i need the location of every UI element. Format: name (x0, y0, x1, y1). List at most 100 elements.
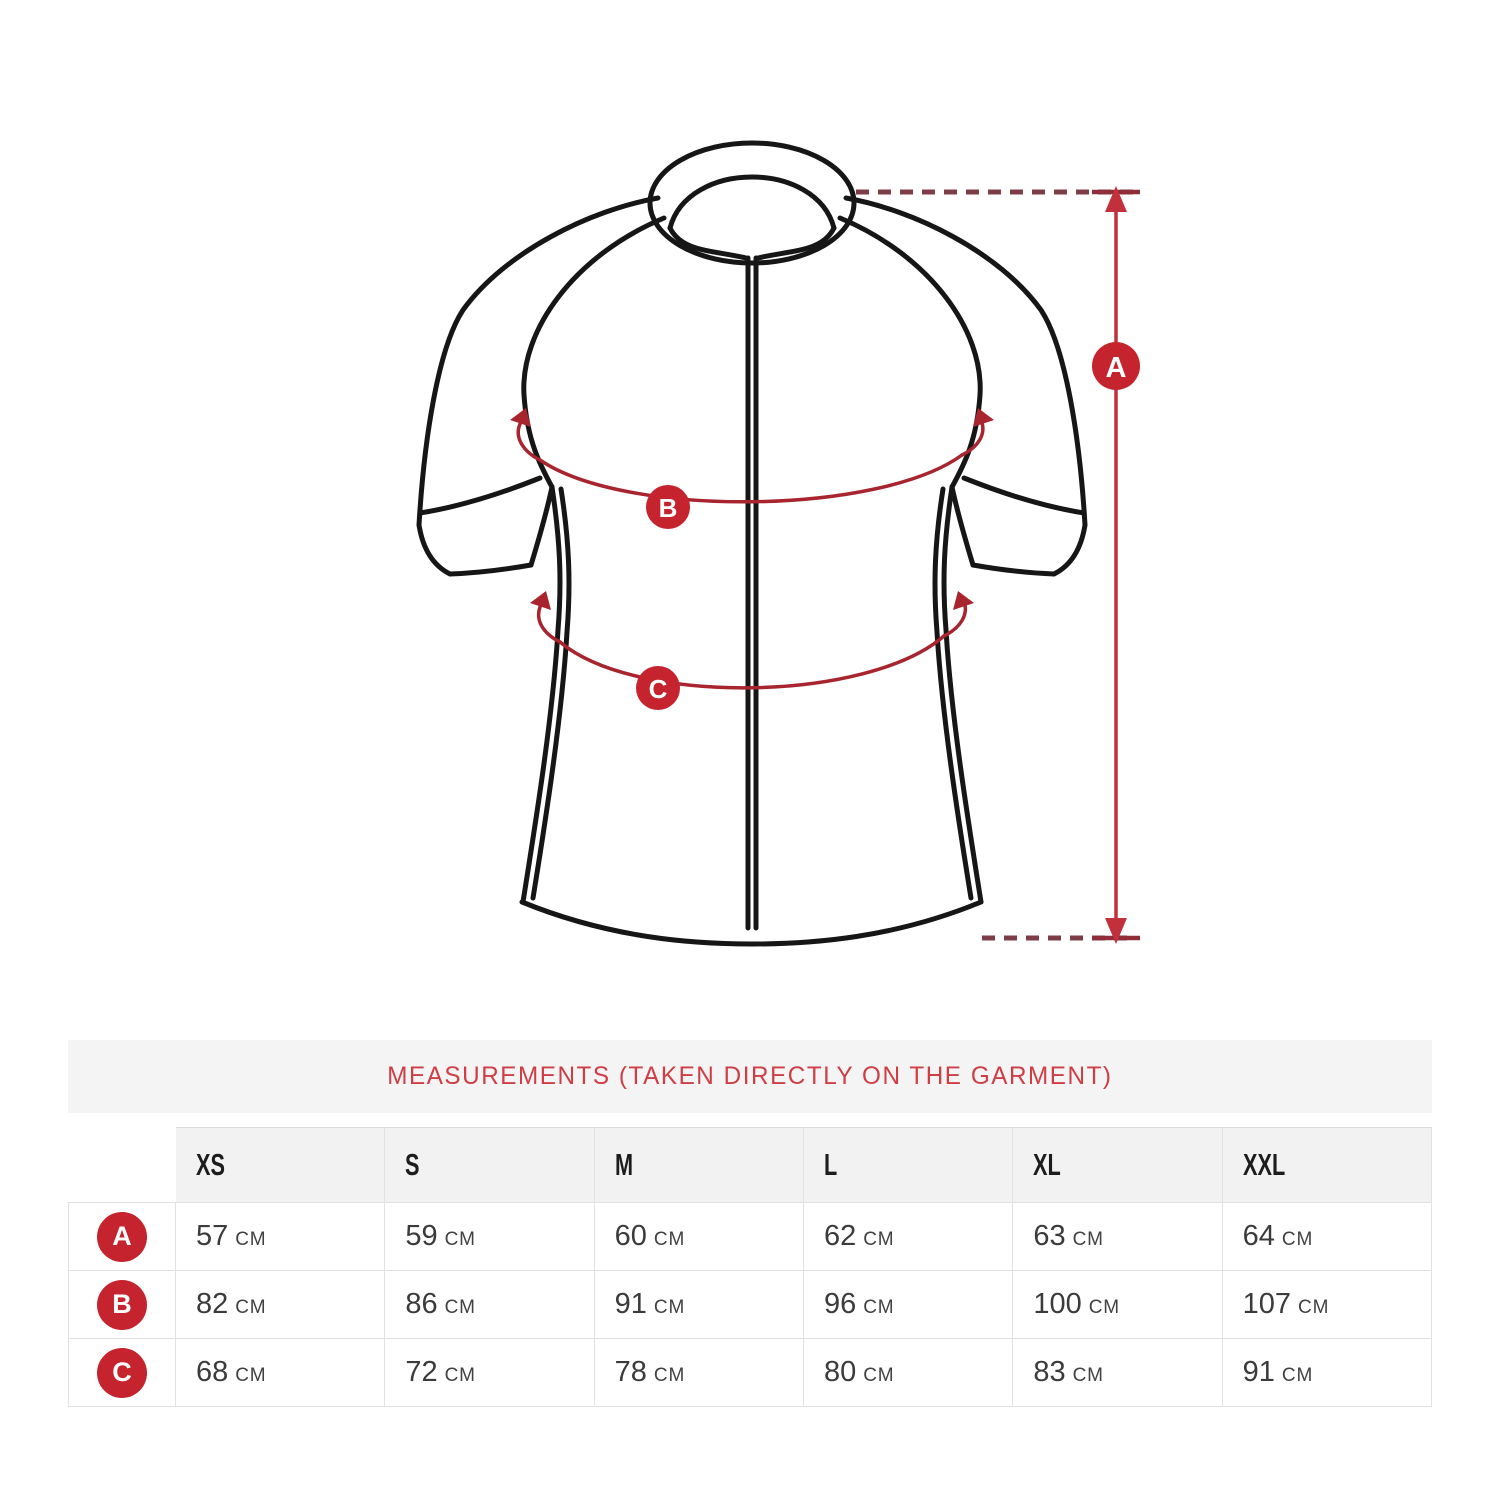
measurement-value: 80 (823, 1356, 857, 1388)
row-badge-cell-c: C (68, 1339, 176, 1407)
measurement-unit: CM (653, 1297, 686, 1318)
down-arrowhead (1105, 918, 1127, 944)
value-cell-c-s: 72 CM (385, 1339, 595, 1407)
size-header-label: S (405, 1147, 420, 1182)
collar-inner-right (755, 225, 837, 261)
hem-curve (519, 899, 984, 947)
measurement-value: 78 (614, 1356, 647, 1388)
measurements-title-band: MEASUREMENTS (TAKEN DIRECTLY ON THE GARM… (68, 1040, 1432, 1113)
right-side-seam-outer (941, 484, 984, 905)
measurement-unit: CM (444, 1229, 476, 1250)
size-header-xl: XL (1013, 1127, 1223, 1203)
measurement-unit: CM (444, 1297, 476, 1318)
measurement-unit: CM (863, 1365, 895, 1386)
measurement-unit: CM (1088, 1297, 1120, 1318)
right-raglan-seam (837, 215, 983, 490)
measure-a-badge-letter: A (1106, 352, 1127, 384)
value-cell-c-l: 80 CM (803, 1339, 1014, 1407)
measurement-value: 83 (1033, 1356, 1066, 1388)
measurement-unit: CM (653, 1365, 686, 1386)
value-cell-b-l: 96 CM (803, 1271, 1014, 1339)
left-side-seam-inner (530, 486, 572, 901)
value-cell-a-xs: 57 CM (176, 1203, 386, 1271)
measurement-value: 64 (1242, 1220, 1275, 1252)
value-cell-b-xl: 100 CM (1013, 1271, 1223, 1339)
size-header-s: S (385, 1127, 595, 1203)
measurement-unit: CM (1281, 1229, 1314, 1250)
size-header-m: M (594, 1127, 804, 1203)
measurement-value: 57 (196, 1220, 229, 1252)
jersey-diagram-svg: A B C (416, 140, 1140, 947)
measurement-value: 100 (1033, 1288, 1082, 1320)
left-cuff-bottom (416, 522, 534, 577)
measurement-value: 60 (614, 1220, 647, 1252)
collar-outer (647, 140, 857, 266)
value-cell-c-xs: 68 CM (176, 1339, 386, 1407)
left-raglan-seam (521, 215, 667, 490)
value-cell-a-s: 59 CM (385, 1203, 595, 1271)
value-cell-b-m: 91 CM (594, 1271, 804, 1339)
right-sleeve-outer (843, 195, 1088, 528)
measurement-value: 68 (196, 1356, 229, 1388)
table-corner-cell (68, 1127, 176, 1203)
measurement-value: 91 (1242, 1356, 1275, 1388)
value-cell-a-xxl: 64 CM (1222, 1203, 1432, 1271)
value-cell-b-xxl: 107 CM (1222, 1271, 1432, 1339)
measurement-unit: CM (863, 1297, 895, 1318)
chest-measure-arc (510, 408, 994, 504)
row-b-badge: B (97, 1279, 147, 1330)
up-arrowhead (1105, 186, 1127, 212)
measurement-value: 63 (1033, 1220, 1066, 1252)
measurement-value: 82 (196, 1288, 229, 1320)
chest-arc-left-curl (516, 422, 542, 462)
measurement-value: 72 (405, 1356, 438, 1388)
measurement-unit: CM (235, 1297, 267, 1318)
right-side-seam-inner (932, 486, 974, 901)
jersey-measurement-diagram: A B C (416, 140, 1140, 947)
measurement-unit: CM (863, 1229, 895, 1250)
measure-a-badge (1092, 342, 1140, 390)
diagram-badges: A B C (636, 342, 1140, 710)
measure-b-badge (646, 485, 690, 529)
value-cell-a-xl: 63 CM (1013, 1203, 1223, 1271)
waist-measure-arc (530, 591, 974, 690)
row-c-badge: C (97, 1347, 147, 1398)
right-cuff-band (961, 475, 1087, 516)
left-sleeve-outer (416, 195, 661, 528)
size-header-label: XS (196, 1147, 225, 1182)
collar-inner-left (667, 225, 749, 261)
measurement-unit: CM (1298, 1297, 1330, 1318)
measurement-unit: CM (653, 1229, 686, 1250)
size-header-label: M (614, 1147, 633, 1182)
measure-c-badge (636, 666, 680, 710)
measure-b-badge-letter: B (659, 493, 678, 523)
left-cuff-band (417, 475, 543, 516)
waist-arc-left-arrowhead (530, 591, 551, 610)
row-badge-cell-b: B (68, 1271, 176, 1339)
size-header-label: XXL (1242, 1147, 1285, 1182)
value-cell-c-xl: 83 CM (1013, 1339, 1223, 1407)
value-cell-a-l: 62 CM (803, 1203, 1014, 1271)
measurements-title: MEASUREMENTS (TAKEN DIRECTLY ON THE GARM… (387, 1062, 1113, 1090)
length-dimension (856, 186, 1140, 944)
size-header-xs: XS (176, 1127, 386, 1203)
measurement-value: 107 (1242, 1288, 1292, 1320)
size-header-l: L (803, 1127, 1014, 1203)
chest-arc (538, 453, 964, 504)
chest-arc-right-arrowhead (973, 408, 994, 427)
size-header-label: XL (1033, 1147, 1062, 1182)
measurement-unit: CM (235, 1365, 267, 1386)
measurement-unit: CM (235, 1229, 267, 1250)
size-header-xxl: XXL (1222, 1127, 1432, 1203)
value-cell-a-m: 60 CM (594, 1203, 804, 1271)
value-cell-c-m: 78 CM (594, 1339, 804, 1407)
measurement-value: 86 (405, 1288, 438, 1320)
measurement-value: 62 (823, 1220, 857, 1252)
collar-inner-top (667, 174, 837, 231)
waist-arc (558, 634, 946, 690)
left-sleeve-inner (528, 484, 555, 568)
jersey-outline (416, 140, 1088, 947)
size-table: XS S M L XL XXL A 57 CM 59 CM 60 CM 62 CM 63… (68, 1127, 1432, 1407)
waist-arc-left-curl (537, 605, 562, 644)
